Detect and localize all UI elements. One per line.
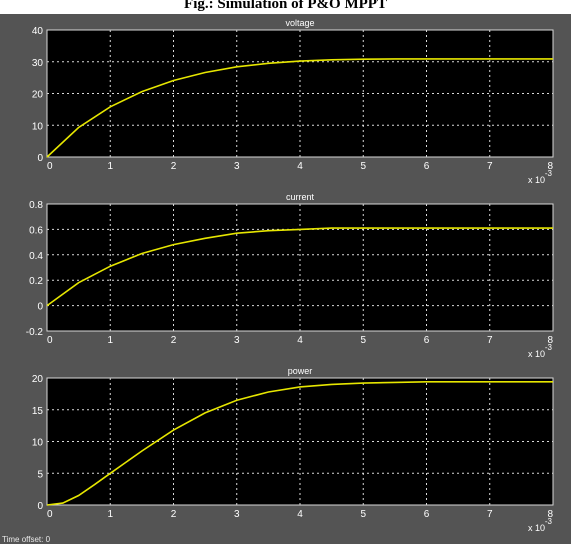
power-plot-x-tick-label-2: 2 xyxy=(171,509,177,520)
voltage-plot-x-tick-label-3: 3 xyxy=(234,161,240,172)
power-plot-y-tick-label-4: 20 xyxy=(32,374,44,385)
current-plot-y-tick-label-4: 0.6 xyxy=(29,225,43,236)
voltage-plot-y-tick-label-2: 20 xyxy=(32,90,44,101)
power-plot-y-tick-label-1: 5 xyxy=(37,469,43,480)
current-plot-trace-0 xyxy=(46,227,553,307)
current-plot-x-tick-label-0: 0 xyxy=(47,335,53,346)
current-plot-x-tick-label-8: 8 xyxy=(547,335,553,346)
current-plot-x-tick-label-2: 2 xyxy=(171,335,177,346)
voltage-plot-y-tick-label-0: 0 xyxy=(37,153,43,164)
figure-caption: Fig.: Simulation of P&O MPPT xyxy=(184,0,387,12)
power-plot-x-tick-label-5: 5 xyxy=(360,509,366,520)
power-plot-x-tick-label-7: 7 xyxy=(487,509,493,520)
voltage-plot-x-tick-label-0: 0 xyxy=(47,161,53,172)
current-plot-frame xyxy=(46,203,554,332)
voltage-plot-x-tick-label-8: 8 xyxy=(547,161,553,172)
current-plot-x-tick-label-4: 4 xyxy=(297,335,303,346)
current-plot-x-tick-label-1: 1 xyxy=(107,335,113,346)
current-plot-x-tick-label-5: 5 xyxy=(360,335,366,346)
voltage-plot-frame xyxy=(46,29,554,158)
voltage-plot-y-tick-label-3: 30 xyxy=(32,58,44,69)
power-plot-x-tick-label-3: 3 xyxy=(234,509,240,520)
current-plot-x-exponent-base: x 10 xyxy=(528,349,545,359)
power-plot-y-tick-label-3: 15 xyxy=(32,406,44,417)
voltage-plot-title: voltage xyxy=(285,18,314,28)
voltage-plot-x-tick-label-6: 6 xyxy=(424,161,430,172)
voltage-plot-trace-0 xyxy=(46,58,553,158)
voltage-plot-x-tick-label-1: 1 xyxy=(107,161,113,172)
voltage-plot-y-tick-label-4: 40 xyxy=(32,26,44,37)
power-plot-title: power xyxy=(288,366,313,376)
voltage-plot-x-tick-label-4: 4 xyxy=(297,161,303,172)
current-plot-axes xyxy=(47,204,553,331)
current-plot-title: current xyxy=(286,192,315,202)
power-plot-x-tick-label-4: 4 xyxy=(297,509,303,520)
current-plot-y-tick-label-2: 0.2 xyxy=(29,276,43,287)
power-plot-x-exponent-power: -3 xyxy=(545,517,553,526)
current-plot-y-tick-label-0: -0.2 xyxy=(26,327,44,338)
current-plot-x-tick-label-3: 3 xyxy=(234,335,240,346)
power-plot-y-tick-label-2: 10 xyxy=(32,438,44,449)
power-plot-x-tick-label-0: 0 xyxy=(47,509,53,520)
power-plot-x-tick-label-8: 8 xyxy=(547,509,553,520)
status-bar-text: Time offset: 0 xyxy=(2,535,51,544)
power-plot-x-tick-label-1: 1 xyxy=(107,509,113,520)
current-plot-y-tick-label-3: 0.4 xyxy=(29,251,43,262)
voltage-plot-x-tick-label-7: 7 xyxy=(487,161,493,172)
power-plot-frame xyxy=(46,377,554,506)
scope-window: voltage 0 1 2 3 4 5 6 7 8 0 10 20 30 40 x 10 -3 current 0 1… xyxy=(0,14,571,544)
current-plot-y-tick-label-1: 0 xyxy=(37,302,43,313)
power-plot-x-tick-label-6: 6 xyxy=(424,509,430,520)
voltage-plot-x-tick-label-2: 2 xyxy=(171,161,177,172)
voltage-plot-x-exponent-power: -3 xyxy=(545,169,553,178)
voltage-plot-x-exponent-base: x 10 xyxy=(528,175,545,185)
current-plot-x-exponent-power: -3 xyxy=(545,343,553,352)
current-plot-x-tick-label-7: 7 xyxy=(487,335,493,346)
voltage-plot-y-tick-label-1: 10 xyxy=(32,121,44,132)
power-plot-x-exponent-base: x 10 xyxy=(528,523,545,533)
voltage-plot-x-tick-label-5: 5 xyxy=(360,161,366,172)
current-plot-y-tick-label-5: 0.8 xyxy=(29,200,43,211)
current-plot-x-tick-label-6: 6 xyxy=(424,335,430,346)
power-plot-y-tick-label-0: 0 xyxy=(37,501,43,512)
power-plot-trace-0 xyxy=(46,380,553,506)
